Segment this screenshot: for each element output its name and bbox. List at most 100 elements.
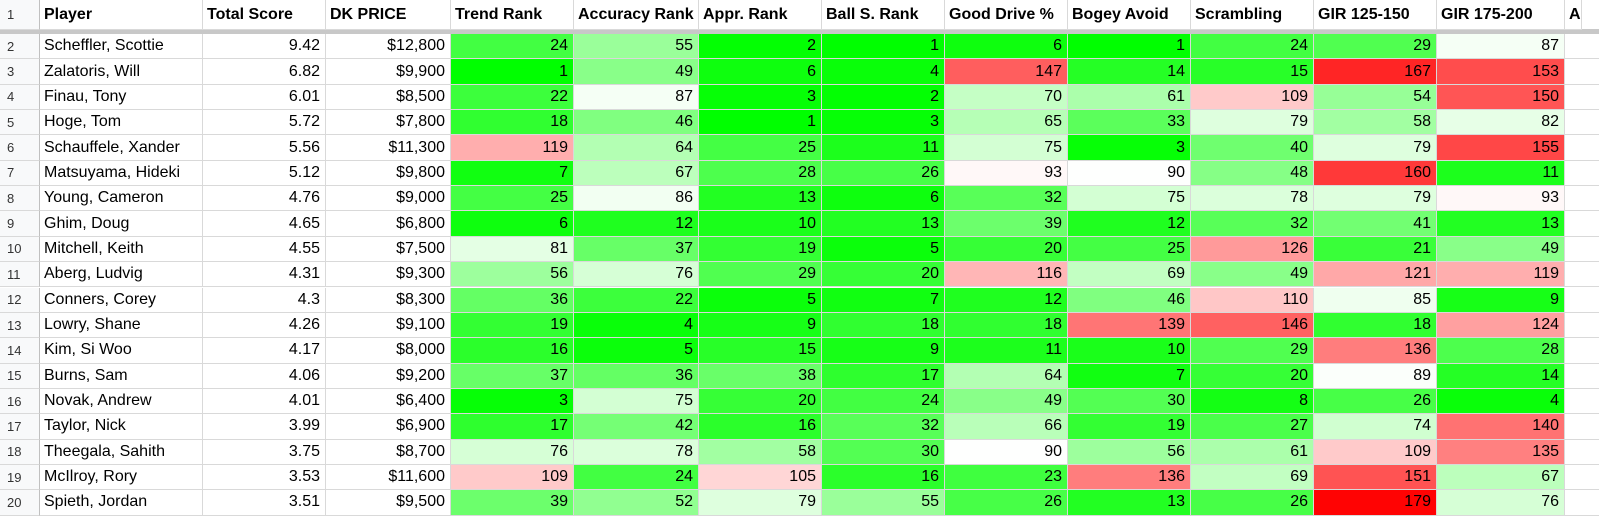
row-number[interactable]: 5 <box>0 110 40 136</box>
bogey-avoid-cell[interactable]: 25 <box>1068 236 1191 263</box>
dk-price-cell[interactable]: $11,600 <box>326 464 451 491</box>
appr-rank-cell[interactable]: 38 <box>699 363 822 389</box>
gir-125-150-cell[interactable]: 136 <box>1314 338 1437 364</box>
accuracy-rank-cell[interactable]: 12 <box>574 211 699 237</box>
gir-175-200-cell[interactable]: 93 <box>1437 186 1565 212</box>
row-number[interactable]: 19 <box>0 464 40 491</box>
gir-125-150-cell[interactable]: 18 <box>1314 312 1437 339</box>
total-score-cell[interactable]: 3.99 <box>203 414 326 440</box>
gir-125-150-cell[interactable]: 29 <box>1314 34 1437 60</box>
bogey-avoid-cell[interactable]: 75 <box>1068 186 1191 212</box>
scrambling-cell[interactable]: 40 <box>1191 135 1314 161</box>
extra-column-cell[interactable] <box>1565 262 1599 288</box>
good-drive-pct-cell[interactable]: 32 <box>945 186 1068 212</box>
good-drive-pct-cell[interactable]: 65 <box>945 110 1068 136</box>
dk-price-cell[interactable]: $7,800 <box>326 110 451 136</box>
dk-price-cell[interactable]: $9,500 <box>326 490 451 516</box>
table-row[interactable]: 20 Spieth, Jordan 3.51 $9,500 39 52 79 55 26 13 26… <box>0 490 1599 516</box>
accuracy-rank-cell[interactable]: 87 <box>574 84 699 111</box>
player-name-cell[interactable]: Lowry, Shane <box>40 312 203 339</box>
gir-125-150-cell[interactable]: 85 <box>1314 287 1437 313</box>
column-header-gir-175-200[interactable]: GIR 175-200 <box>1437 0 1565 30</box>
appr-rank-cell[interactable]: 6 <box>699 59 822 85</box>
extra-column-cell[interactable] <box>1565 288 1599 313</box>
player-name-cell[interactable]: Burns, Sam <box>40 363 203 389</box>
table-row[interactable]: 4 Finau, Tony 6.01 $8,500 22 87 3 2 70 61 109 54 150 <box>0 84 1599 111</box>
column-header-appr-rank[interactable]: Appr. Rank <box>699 0 822 30</box>
total-score-cell[interactable]: 4.31 <box>203 262 326 288</box>
appr-rank-cell[interactable]: 58 <box>699 439 822 465</box>
gir-125-150-cell[interactable]: 26 <box>1314 388 1437 415</box>
appr-rank-cell[interactable]: 13 <box>699 186 822 212</box>
extra-column-cell[interactable] <box>1565 490 1599 516</box>
gir-175-200-cell[interactable]: 28 <box>1437 338 1565 364</box>
gir-175-200-cell[interactable]: 155 <box>1437 135 1565 161</box>
player-name-cell[interactable]: Ghim, Doug <box>40 211 203 237</box>
bogey-avoid-cell[interactable]: 13 <box>1068 490 1191 516</box>
player-name-cell[interactable]: Novak, Andrew <box>40 388 203 415</box>
good-drive-pct-cell[interactable]: 18 <box>945 312 1068 339</box>
appr-rank-cell[interactable]: 28 <box>699 160 822 187</box>
gir-175-200-cell[interactable]: 124 <box>1437 312 1565 339</box>
good-drive-pct-cell[interactable]: 66 <box>945 414 1068 440</box>
trend-rank-cell[interactable]: 17 <box>451 414 574 440</box>
good-drive-pct-cell[interactable]: 23 <box>945 464 1068 491</box>
gir-125-150-cell[interactable]: 89 <box>1314 363 1437 389</box>
gir-125-150-cell[interactable]: 167 <box>1314 59 1437 85</box>
total-score-cell[interactable]: 4.06 <box>203 363 326 389</box>
table-row[interactable]: 11 Aberg, Ludvig 4.31 $9,300 56 76 29 20 116 69 49… <box>0 262 1599 288</box>
player-name-cell[interactable]: Theegala, Sahith <box>40 439 203 465</box>
accuracy-rank-cell[interactable]: 76 <box>574 262 699 288</box>
trend-rank-cell[interactable]: 1 <box>451 59 574 85</box>
appr-rank-cell[interactable]: 19 <box>699 236 822 263</box>
dk-price-cell[interactable]: $6,400 <box>326 388 451 415</box>
ball-s-rank-cell[interactable]: 3 <box>822 110 945 136</box>
ball-s-rank-cell[interactable]: 26 <box>822 160 945 187</box>
total-score-cell[interactable]: 3.51 <box>203 490 326 516</box>
dk-price-cell[interactable]: $9,000 <box>326 186 451 212</box>
good-drive-pct-cell[interactable]: 75 <box>945 135 1068 161</box>
gir-175-200-cell[interactable]: 140 <box>1437 414 1565 440</box>
gir-125-150-cell[interactable]: 79 <box>1314 135 1437 161</box>
row-number[interactable]: 16 <box>0 388 40 415</box>
scrambling-cell[interactable]: 146 <box>1191 312 1314 339</box>
ball-s-rank-cell[interactable]: 24 <box>822 388 945 415</box>
ball-s-rank-cell[interactable]: 1 <box>822 34 945 60</box>
ball-s-rank-cell[interactable]: 9 <box>822 338 945 364</box>
bogey-avoid-cell[interactable]: 56 <box>1068 439 1191 465</box>
total-score-cell[interactable]: 5.12 <box>203 160 326 187</box>
scrambling-cell[interactable]: 61 <box>1191 439 1314 465</box>
trend-rank-cell[interactable]: 18 <box>451 110 574 136</box>
total-score-cell[interactable]: 4.65 <box>203 211 326 237</box>
gir-175-200-cell[interactable]: 82 <box>1437 110 1565 136</box>
good-drive-pct-cell[interactable]: 93 <box>945 160 1068 187</box>
scrambling-cell[interactable]: 26 <box>1191 490 1314 516</box>
gir-175-200-cell[interactable]: 13 <box>1437 211 1565 237</box>
trend-rank-cell[interactable]: 6 <box>451 211 574 237</box>
row-number[interactable]: 2 <box>0 34 40 60</box>
table-row[interactable]: 19 McIlroy, Rory 3.53 $11,600 109 24 105 16 23 13… <box>0 464 1599 491</box>
good-drive-pct-cell[interactable]: 6 <box>945 34 1068 60</box>
extra-column-cell[interactable] <box>1565 313 1599 339</box>
trend-rank-cell[interactable]: 19 <box>451 312 574 339</box>
gir-175-200-cell[interactable]: 14 <box>1437 363 1565 389</box>
bogey-avoid-cell[interactable]: 33 <box>1068 110 1191 136</box>
accuracy-rank-cell[interactable]: 46 <box>574 110 699 136</box>
trend-rank-cell[interactable]: 81 <box>451 236 574 263</box>
ball-s-rank-cell[interactable]: 20 <box>822 262 945 288</box>
dk-price-cell[interactable]: $7,500 <box>326 236 451 263</box>
trend-rank-cell[interactable]: 39 <box>451 490 574 516</box>
dk-price-cell[interactable]: $9,200 <box>326 363 451 389</box>
scrambling-cell[interactable]: 20 <box>1191 363 1314 389</box>
bogey-avoid-cell[interactable]: 46 <box>1068 287 1191 313</box>
dk-price-cell[interactable]: $8,500 <box>326 84 451 111</box>
extra-column-cell[interactable] <box>1565 34 1599 60</box>
trend-rank-cell[interactable]: 119 <box>451 135 574 161</box>
scrambling-cell[interactable]: 29 <box>1191 338 1314 364</box>
row-number[interactable]: 8 <box>0 186 40 212</box>
scrambling-cell[interactable]: 109 <box>1191 84 1314 111</box>
good-drive-pct-cell[interactable]: 12 <box>945 287 1068 313</box>
dk-price-cell[interactable]: $6,900 <box>326 414 451 440</box>
ball-s-rank-cell[interactable]: 16 <box>822 464 945 491</box>
gir-125-150-cell[interactable]: 41 <box>1314 211 1437 237</box>
